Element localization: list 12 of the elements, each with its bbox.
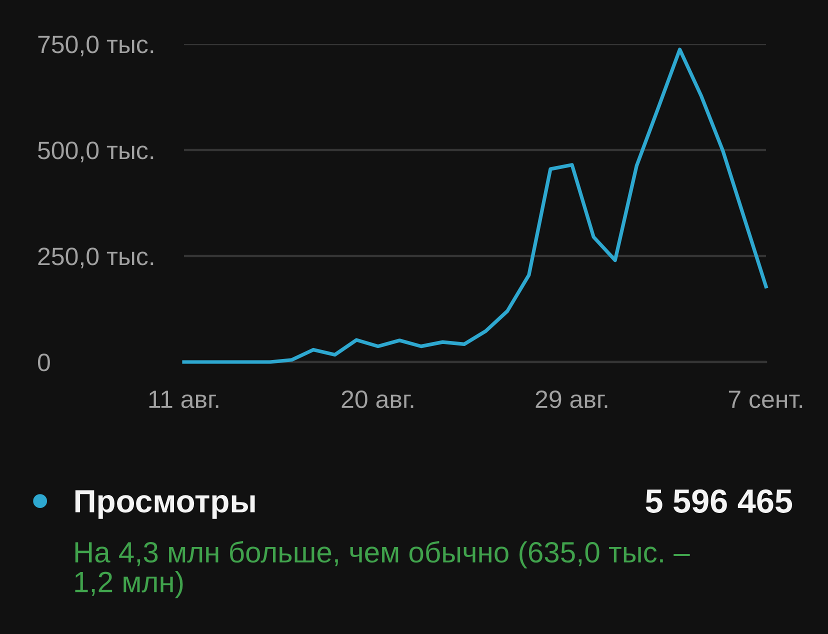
y-tick-label: 0 bbox=[38, 354, 50, 372]
line-series bbox=[182, 48, 768, 364]
y-tick-label: 250,0 тыс. bbox=[38, 248, 154, 268]
x-tick-label: 29 авг. bbox=[536, 390, 608, 408]
x-tick-label: 20 авг. bbox=[342, 390, 414, 408]
text: На 4,3 млн больше, чем обычно (635,0 тыс. – 1,2 млн) bbox=[75, 540, 690, 598]
x-tick-label: 7 сент. bbox=[728, 390, 802, 408]
legend-label: Просмотры bbox=[75, 490, 255, 519]
text: 5 596 465 bbox=[646, 489, 792, 513]
y-tick-label: 500,0 тыс. bbox=[38, 142, 154, 162]
y-tick-label: 750,0 тыс. bbox=[38, 36, 154, 56]
x-tick-label: 11 авг. bbox=[149, 390, 218, 408]
